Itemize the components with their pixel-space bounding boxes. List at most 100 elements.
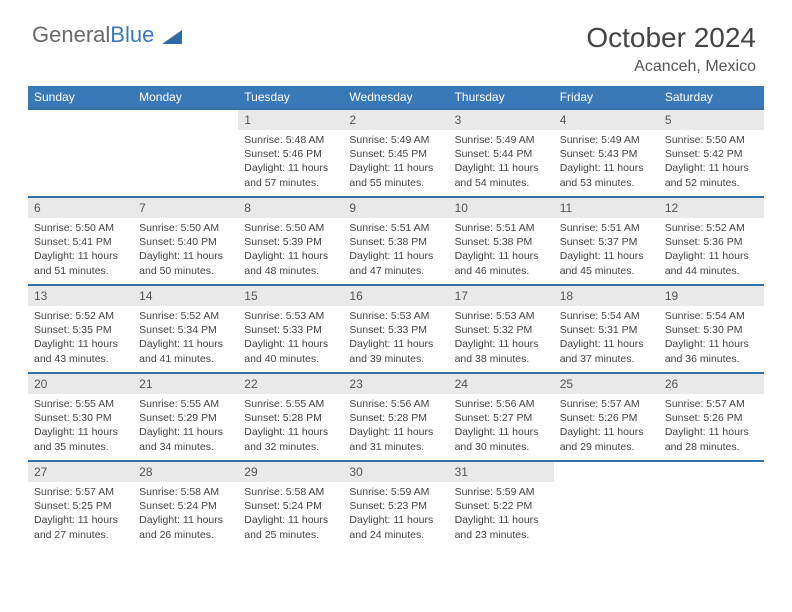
day-body: Sunrise: 5:56 AMSunset: 5:27 PMDaylight:… — [449, 394, 554, 460]
calendar-cell: 15Sunrise: 5:53 AMSunset: 5:33 PMDayligh… — [238, 285, 343, 373]
daylight-line: Daylight: 11 hours and 30 minutes. — [455, 426, 539, 452]
day-number: 13 — [28, 286, 133, 306]
day-body: Sunrise: 5:53 AMSunset: 5:32 PMDaylight:… — [449, 306, 554, 372]
sunset-line: Sunset: 5:46 PM — [244, 148, 322, 160]
sunrise-line: Sunrise: 5:54 AM — [560, 310, 640, 322]
daylight-line: Daylight: 11 hours and 52 minutes. — [665, 162, 749, 188]
daylight-line: Daylight: 11 hours and 57 minutes. — [244, 162, 328, 188]
sunrise-line: Sunrise: 5:58 AM — [244, 486, 324, 498]
sunrise-line: Sunrise: 5:58 AM — [139, 486, 219, 498]
daylight-line: Daylight: 11 hours and 43 minutes. — [34, 338, 118, 364]
daylight-line: Daylight: 11 hours and 36 minutes. — [665, 338, 749, 364]
day-body: Sunrise: 5:52 AMSunset: 5:35 PMDaylight:… — [28, 306, 133, 372]
sunrise-line: Sunrise: 5:51 AM — [455, 222, 535, 234]
sunrise-line: Sunrise: 5:50 AM — [244, 222, 324, 234]
daylight-line: Daylight: 11 hours and 45 minutes. — [560, 250, 644, 276]
sunrise-line: Sunrise: 5:48 AM — [244, 134, 324, 146]
calendar-row: ....1Sunrise: 5:48 AMSunset: 5:46 PMDayl… — [28, 109, 764, 197]
sunrise-line: Sunrise: 5:56 AM — [349, 398, 429, 410]
day-header: Wednesday — [343, 86, 448, 109]
calendar-cell: 6Sunrise: 5:50 AMSunset: 5:41 PMDaylight… — [28, 197, 133, 285]
calendar-cell: 12Sunrise: 5:52 AMSunset: 5:36 PMDayligh… — [659, 197, 764, 285]
sunset-line: Sunset: 5:42 PM — [665, 148, 743, 160]
day-body: Sunrise: 5:57 AMSunset: 5:25 PMDaylight:… — [28, 482, 133, 548]
day-body: Sunrise: 5:55 AMSunset: 5:29 PMDaylight:… — [133, 394, 238, 460]
sunset-line: Sunset: 5:32 PM — [455, 324, 533, 336]
calendar-cell: 25Sunrise: 5:57 AMSunset: 5:26 PMDayligh… — [554, 373, 659, 461]
daylight-line: Daylight: 11 hours and 47 minutes. — [349, 250, 433, 276]
location-label: Acanceh, Mexico — [28, 58, 756, 76]
sunset-line: Sunset: 5:24 PM — [244, 500, 322, 512]
calendar-cell: 8Sunrise: 5:50 AMSunset: 5:39 PMDaylight… — [238, 197, 343, 285]
day-body: Sunrise: 5:55 AMSunset: 5:28 PMDaylight:… — [238, 394, 343, 460]
sunset-line: Sunset: 5:37 PM — [560, 236, 638, 248]
daylight-line: Daylight: 11 hours and 29 minutes. — [560, 426, 644, 452]
sunset-line: Sunset: 5:23 PM — [349, 500, 427, 512]
day-header: Saturday — [659, 86, 764, 109]
sunrise-line: Sunrise: 5:57 AM — [665, 398, 745, 410]
sunset-line: Sunset: 5:33 PM — [244, 324, 322, 336]
sunrise-line: Sunrise: 5:53 AM — [244, 310, 324, 322]
day-body: Sunrise: 5:54 AMSunset: 5:31 PMDaylight:… — [554, 306, 659, 372]
sunrise-line: Sunrise: 5:51 AM — [349, 222, 429, 234]
day-body: Sunrise: 5:48 AM Sunset: 5:46 PM Daylight:… — [238, 130, 343, 196]
sunset-line: Sunset: 5:36 PM — [665, 236, 743, 248]
sunset-line: Sunset: 5:33 PM — [349, 324, 427, 336]
sunrise-line: Sunrise: 5:54 AM — [665, 310, 745, 322]
sunset-line: Sunset: 5:28 PM — [349, 412, 427, 424]
day-header: Monday — [133, 86, 238, 109]
calendar-cell: 13Sunrise: 5:52 AMSunset: 5:35 PMDayligh… — [28, 285, 133, 373]
day-number: 25 — [554, 374, 659, 394]
day-body: Sunrise: 5:57 AMSunset: 5:26 PMDaylight:… — [659, 394, 764, 460]
sunrise-line: Sunrise: 5:49 AM — [455, 134, 535, 146]
day-number: 27 — [28, 462, 133, 482]
sunset-line: Sunset: 5:27 PM — [455, 412, 533, 424]
day-number: 14 — [133, 286, 238, 306]
day-body: Sunrise: 5:58 AM Sunset: 5:24 PM Daylight:… — [238, 482, 343, 548]
daylight-line: Daylight: 11 hours and 51 minutes. — [34, 250, 118, 276]
calendar-table: SundayMondayTuesdayWednesdayThursdayFrid… — [28, 86, 764, 549]
day-body: Sunrise: 5:50 AMSunset: 5:40 PMDaylight:… — [133, 218, 238, 284]
day-number: 26 — [659, 374, 764, 394]
day-number: 5 — [659, 110, 764, 130]
calendar-cell: 29 Sunrise: 5:58 AM Sunset: 5:24 PM Dayligh… — [238, 461, 343, 549]
calendar-body: ....1Sunrise: 5:48 AMSunset: 5:46 PMDayl… — [28, 109, 764, 549]
calendar-cell: 20Sunrise: 5:55 AMSunset: 5:30 PMDayligh… — [28, 373, 133, 461]
calendar-row: 27Sunrise: 5:57 AMSunset: 5:25 PMDayligh… — [28, 461, 764, 549]
sunrise-line: Sunrise: 5:52 AM — [34, 310, 114, 322]
daylight-line: Daylight: 11 hours and 48 minutes. — [244, 250, 328, 276]
day-header: Tuesday — [238, 86, 343, 109]
sunset-line: Sunset: 5:34 PM — [139, 324, 217, 336]
day-number: 2 — [343, 110, 448, 130]
day-body: Sunrise: 5:53 AMSunset: 5:33 PMDaylight:… — [238, 306, 343, 372]
calendar-cell: 10Sunrise: 5:51 AMSunset: 5:38 PMDayligh… — [449, 197, 554, 285]
calendar-row: 20Sunrise: 5:55 AMSunset: 5:30 PMDayligh… — [28, 373, 764, 461]
calendar-cell: 24Sunrise: 5:56 AMSunset: 5:27 PMDayligh… — [449, 373, 554, 461]
sunrise-line: Sunrise: 5:57 AM — [34, 486, 114, 498]
sunrise-line: Sunrise: 5:52 AM — [665, 222, 745, 234]
day-number: 7 — [133, 198, 238, 218]
calendar-cell: 27Sunrise: 5:57 AMSunset: 5:25 PMDayligh… — [28, 461, 133, 549]
calendar-cell: 14Sunrise: 5:52 AMSunset: 5:34 PMDayligh… — [133, 285, 238, 373]
calendar-cell: .. — [28, 109, 133, 197]
daylight-line: Daylight: 11 hours and 25 minutes. — [244, 514, 328, 540]
day-number: 6 — [28, 198, 133, 218]
sunset-line: Sunset: 5:40 PM — [139, 236, 217, 248]
calendar-cell: 2Sunrise: 5:49 AMSunset: 5:45 PMDaylight… — [343, 109, 448, 197]
day-number: 29 — [238, 462, 343, 482]
sunrise-line: Sunrise: 5:52 AM — [139, 310, 219, 322]
day-body: Sunrise: 5:51 AMSunset: 5:38 PMDaylight:… — [449, 218, 554, 284]
day-body: Sunrise: 5:49 AMSunset: 5:43 PMDaylight:… — [554, 130, 659, 196]
sunset-line: Sunset: 5:30 PM — [665, 324, 743, 336]
day-body: Sunrise: 5:58 AMSunset: 5:24 PMDaylight:… — [133, 482, 238, 548]
sunset-line: Sunset: 5:44 PM — [455, 148, 533, 160]
calendar-cell: 17Sunrise: 5:53 AMSunset: 5:32 PMDayligh… — [449, 285, 554, 373]
calendar-cell: 31Sunrise: 5:59 AMSunset: 5:22 PMDayligh… — [449, 461, 554, 549]
day-body: Sunrise: 5:50 AMSunset: 5:42 PMDaylight:… — [659, 130, 764, 196]
calendar-cell: .. — [554, 461, 659, 549]
day-body: Sunrise: 5:49 AMSunset: 5:44 PMDaylight:… — [449, 130, 554, 196]
day-number: 24 — [449, 374, 554, 394]
logo-triangle-icon — [162, 30, 182, 44]
calendar-cell: 4Sunrise: 5:49 AMSunset: 5:43 PMDaylight… — [554, 109, 659, 197]
day-number: 8 — [238, 198, 343, 218]
